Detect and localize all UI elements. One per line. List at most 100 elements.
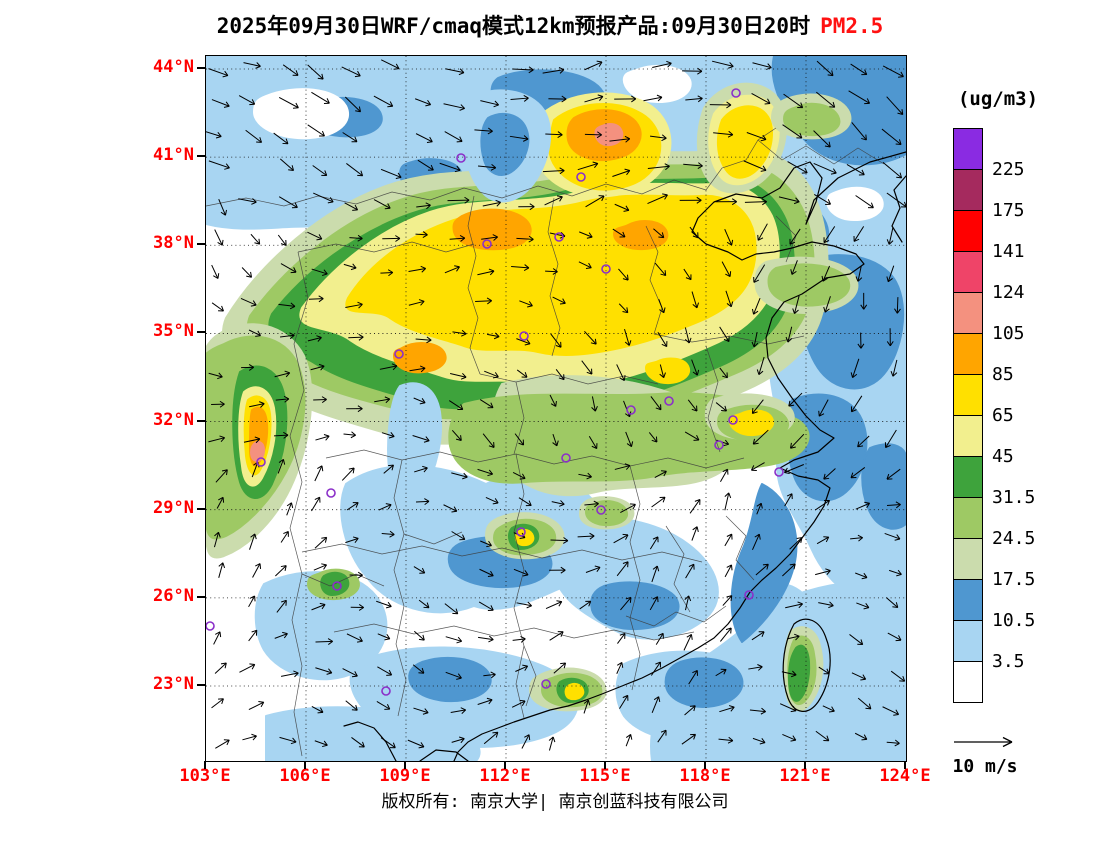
wind-arrow	[724, 492, 732, 511]
wind-arrow	[482, 433, 495, 448]
wind-arrow	[755, 563, 769, 576]
wind-arrow	[483, 671, 496, 679]
wind-arrow	[208, 160, 230, 170]
lon-axis-label: 109°E	[379, 766, 431, 786]
wind-arrow	[450, 707, 467, 714]
province-boundary	[333, 623, 695, 641]
colorbar-label: 24.5	[992, 528, 1036, 549]
wind-arrow	[613, 533, 629, 544]
wind-arrow	[315, 638, 333, 645]
wind-arrow	[751, 93, 771, 105]
wind-arrow	[315, 667, 333, 675]
wind-arrow	[756, 502, 763, 515]
field-region	[452, 208, 532, 251]
lon-axis-label: 118°E	[679, 766, 731, 786]
wind-arrow	[583, 699, 591, 714]
wind-arrow	[750, 462, 765, 472]
wind-arrow	[208, 372, 223, 380]
wind-arrow	[383, 464, 394, 474]
wind-arrow	[374, 396, 391, 404]
wind-arrow	[314, 740, 328, 748]
wind-arrow	[443, 504, 458, 513]
province-boundary	[467, 195, 481, 375]
wind-arrow	[550, 537, 569, 544]
wind-arrow	[279, 332, 295, 340]
wind-arrow	[510, 95, 529, 102]
wind-arrow	[816, 536, 830, 545]
lon-axis-tick	[504, 761, 506, 769]
wind-arrow	[886, 192, 906, 208]
wind-arrow	[654, 470, 667, 478]
wind-arrow	[724, 229, 734, 246]
wind-arrow	[718, 736, 734, 744]
city-marker	[332, 581, 342, 591]
wind-arrow	[850, 63, 868, 76]
wind-arrow	[822, 705, 835, 713]
wind-arrow	[378, 503, 392, 511]
wind-arrow	[657, 331, 668, 348]
wind-arrow	[275, 395, 290, 403]
wind-arrow	[341, 66, 361, 78]
wind-arrow	[684, 705, 696, 716]
province-boundary	[665, 525, 691, 613]
wind-arrow	[782, 124, 803, 139]
wind-arrow	[412, 664, 425, 674]
page-title: 2025年09月30日WRF/cmaq模式12km预报产品:09月30日20时 P…	[0, 10, 1100, 40]
wind-arrow	[474, 127, 493, 135]
wind-arrow	[552, 296, 566, 305]
wind-arrow	[648, 432, 658, 443]
wind-arrow	[249, 401, 265, 408]
wind-arrow	[752, 429, 769, 445]
lat-axis-tick	[197, 243, 205, 246]
wind-arrow	[346, 633, 363, 643]
wind-arrow	[342, 668, 358, 678]
wind-arrow	[408, 299, 425, 306]
wind-arrow	[815, 730, 830, 742]
wind-arrow	[649, 596, 659, 611]
wind-arrow	[850, 534, 863, 542]
lat-axis-tick	[197, 155, 205, 158]
wind-arrow	[651, 496, 666, 508]
wind-arrow	[818, 666, 830, 675]
wind-arrow	[787, 633, 800, 641]
wind-arrow	[683, 634, 693, 651]
wind-arrow	[657, 729, 667, 743]
lon-axis-label: 115°E	[579, 766, 631, 786]
wind-arrow	[509, 135, 529, 142]
wind-arrow	[314, 465, 324, 482]
wind-arrow	[650, 396, 662, 411]
coastline	[419, 749, 469, 761]
wind-arrow	[380, 737, 396, 749]
wind-arrow	[279, 736, 297, 745]
wind-arrow	[588, 435, 598, 450]
colorbar-cell	[953, 210, 983, 252]
city-marker	[576, 172, 586, 182]
wind-arrow	[280, 531, 289, 543]
wind-reference-arrow	[954, 736, 1013, 748]
wind-arrow	[651, 565, 660, 583]
colorbar-cell	[953, 169, 983, 211]
wind-arrow	[483, 731, 499, 745]
wind-arrow	[579, 231, 593, 239]
map-frame	[205, 55, 907, 762]
wind-arrow	[514, 433, 525, 446]
wind-arrow	[515, 664, 529, 672]
layer-markers	[206, 88, 784, 696]
wind-arrow	[782, 733, 797, 742]
wind-arrow	[215, 469, 228, 483]
wind-arrow	[550, 333, 562, 348]
wind-arrow	[683, 162, 703, 170]
wind-arrow	[751, 331, 759, 348]
wind-arrow	[241, 364, 254, 371]
wind-arrow	[549, 394, 557, 407]
colorbar-cell	[953, 620, 983, 662]
city-marker	[482, 239, 492, 249]
wind-arrow	[886, 265, 895, 283]
wind-arrow	[886, 328, 894, 347]
wind-arrow	[854, 732, 868, 741]
wind-arrow	[417, 159, 434, 171]
wind-arrow	[751, 533, 761, 550]
colorbar-label: 10.5	[992, 610, 1036, 631]
wind-arrow	[278, 302, 296, 310]
